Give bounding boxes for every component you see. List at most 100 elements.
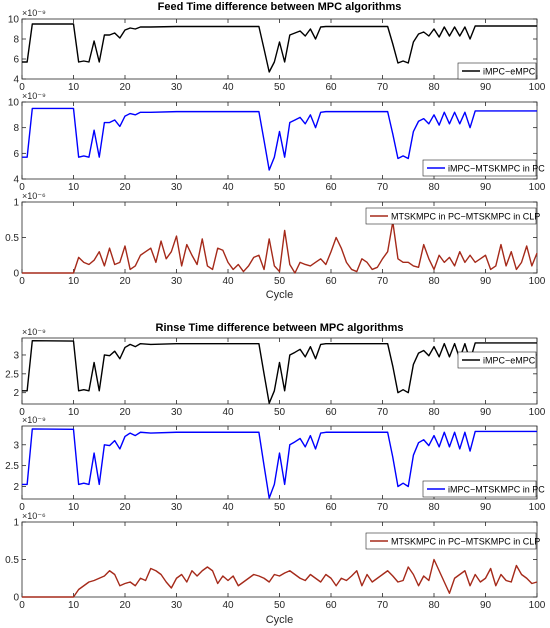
- y-tick-label: 3: [13, 440, 19, 451]
- x-tick-label: 60: [325, 502, 337, 513]
- x-tick-label: 90: [480, 600, 492, 611]
- series-line: [22, 339, 537, 404]
- legend: iMPC−MTSKMPC in PC: [422, 159, 545, 177]
- x-tick-label: 40: [222, 182, 234, 193]
- x-tick-label: 60: [325, 600, 337, 611]
- legend: iMPC−eMPC: [457, 62, 537, 80]
- x-tick-label: 80: [428, 276, 440, 287]
- x-tick-label: 30: [171, 182, 183, 193]
- x-tick-label: 10: [68, 82, 80, 93]
- x-tick-label: 70: [377, 276, 389, 287]
- legend-label: MTSKMPC in PC−MTSKMPC in CLP: [391, 212, 540, 222]
- series-line: [22, 23, 537, 73]
- x-tick-label: 40: [222, 600, 234, 611]
- x-tick-label: 10: [68, 407, 80, 418]
- legend: MTSKMPC in PC−MTSKMPC in CLP: [365, 532, 540, 550]
- y-tick-label: 2: [13, 388, 19, 399]
- x-tick-label: 40: [222, 82, 234, 93]
- y-tick-label: 2.5: [5, 369, 19, 380]
- legend-label: iMPC−MTSKMPC in PC: [448, 164, 545, 174]
- x-tick-label: 20: [119, 182, 131, 193]
- y-tick-label: 0.5: [5, 233, 19, 244]
- chart-panel-6: 0 10 20 30 40 50 60 70 80 90 100 0 0.5 1×10⁻⁶ MTSKMPC …: [5, 511, 546, 626]
- x-tick-label: 40: [222, 502, 234, 513]
- x-tick-label: 40: [222, 407, 234, 418]
- y-tick-label: 6: [13, 149, 19, 160]
- y-axis-multiplier: ×10⁻⁹: [22, 327, 46, 337]
- x-tick-label: 20: [119, 82, 131, 93]
- x-tick-label: 30: [171, 276, 183, 287]
- x-tick-label: 50: [274, 407, 286, 418]
- x-tick-label: 0: [19, 276, 25, 287]
- legend: iMPC−MTSKMPC in PC: [422, 480, 545, 498]
- legend-label: iMPC−MTSKMPC in PC: [448, 485, 545, 495]
- x-tick-label: 90: [480, 407, 492, 418]
- x-tick-label: 90: [480, 502, 492, 513]
- series-line: [22, 558, 538, 598]
- x-tick-label: 30: [171, 82, 183, 93]
- x-tick-label: 30: [171, 600, 183, 611]
- x-tick-label: 10: [68, 600, 80, 611]
- x-tick-label: 100: [529, 502, 546, 513]
- series-line: [22, 221, 538, 274]
- x-tick-label: 0: [19, 502, 25, 513]
- x-tick-label: 90: [480, 182, 492, 193]
- legend-box: [422, 159, 537, 177]
- x-tick-label: 0: [19, 82, 25, 93]
- y-tick-label: 10: [8, 15, 20, 26]
- y-tick-label: 8: [13, 123, 19, 134]
- x-axis-label: Cycle: [266, 289, 294, 301]
- x-tick-label: 70: [377, 407, 389, 418]
- legend-label: iMPC−eMPC: [483, 67, 536, 77]
- legend-box: [422, 480, 537, 498]
- chart-panel-4: 0 10 20 30 40 50 60 70 80 90 100 2 2.5 3 ×10⁻⁹ iMPC−eMP…: [5, 322, 546, 418]
- legend-box: [365, 207, 537, 225]
- chart-panel-5: 0 10 20 30 40 50 60 70 80 90 100 2 2.5 3 ×10⁻⁹ iMPC−MTS…: [5, 415, 546, 513]
- x-tick-label: 100: [529, 82, 546, 93]
- x-tick-label: 80: [428, 82, 440, 93]
- series-line: [22, 428, 537, 499]
- x-tick-label: 70: [377, 182, 389, 193]
- x-tick-label: 100: [529, 407, 546, 418]
- x-tick-label: 70: [377, 600, 389, 611]
- x-axis-label: Cycle: [266, 614, 294, 626]
- y-tick-label: 2.5: [5, 461, 19, 472]
- legend-label: MTSKMPC in PC−MTSKMPC in CLP: [391, 537, 540, 547]
- y-tick-label: 2: [13, 482, 19, 493]
- x-tick-label: 50: [274, 82, 286, 93]
- x-tick-label: 0: [19, 407, 25, 418]
- x-tick-label: 10: [68, 276, 80, 287]
- x-tick-label: 80: [428, 600, 440, 611]
- x-tick-label: 70: [377, 82, 389, 93]
- x-tick-label: 60: [325, 276, 337, 287]
- x-tick-label: 30: [171, 407, 183, 418]
- y-tick-label: 4: [13, 175, 19, 186]
- y-axis-multiplier: ×10⁻⁹: [22, 415, 46, 425]
- x-tick-label: 90: [480, 82, 492, 93]
- y-tick-label: 0: [13, 593, 19, 604]
- x-tick-label: 0: [19, 600, 25, 611]
- x-tick-label: 20: [119, 600, 131, 611]
- y-tick-label: 10: [8, 98, 20, 109]
- legend-box: [457, 351, 537, 369]
- legend: iMPC−eMPC: [457, 351, 537, 369]
- y-tick-label: 1: [13, 518, 19, 529]
- legend-box: [365, 532, 537, 550]
- legend: MTSKMPC in PC−MTSKMPC in CLP: [365, 207, 540, 225]
- chart-title: Feed Time difference between MPC algorit…: [158, 1, 402, 13]
- chart-panel-3: 0 10 20 30 40 50 60 70 80 90 100 0 0.5 1×10⁻⁶ MTSKMPC …: [5, 191, 546, 301]
- legend-label: iMPC−eMPC: [483, 356, 536, 366]
- x-tick-label: 50: [274, 600, 286, 611]
- chart-title: Rinse Time difference between MPC algori…: [156, 322, 404, 334]
- y-tick-label: 1: [13, 198, 19, 209]
- x-tick-label: 60: [325, 182, 337, 193]
- x-tick-label: 70: [377, 502, 389, 513]
- x-tick-label: 50: [274, 276, 286, 287]
- y-axis-multiplier: ×10⁻⁶: [22, 511, 46, 521]
- x-tick-label: 40: [222, 276, 234, 287]
- x-tick-label: 20: [119, 276, 131, 287]
- y-tick-label: 4: [13, 75, 19, 86]
- x-tick-label: 60: [325, 82, 337, 93]
- x-tick-label: 20: [119, 407, 131, 418]
